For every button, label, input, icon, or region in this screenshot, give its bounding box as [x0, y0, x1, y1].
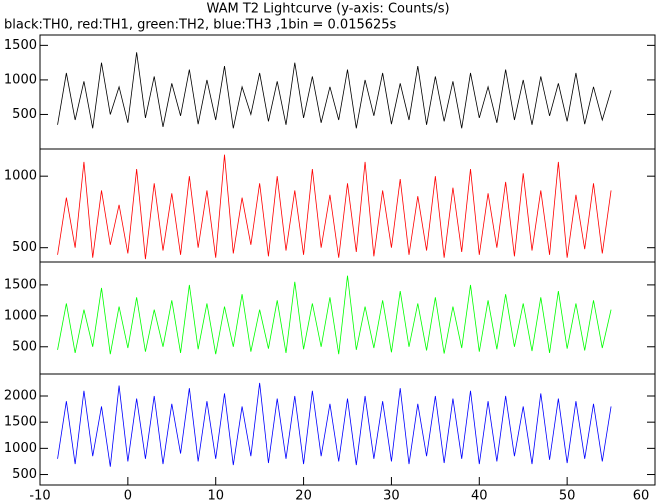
y-tick-label: 1000	[4, 72, 37, 87]
y-tick-label: 500	[12, 240, 37, 255]
light-curve	[57, 275, 612, 355]
y-tick-label: 1000	[4, 441, 37, 456]
light-curve	[57, 52, 612, 129]
x-tick-label: -10	[29, 489, 50, 504]
x-tick-label: 10	[207, 489, 224, 504]
x-tick-label: 40	[471, 489, 488, 504]
chart-title: WAM T2 Lightcurve (y-axis: Counts/s)	[206, 2, 449, 17]
x-tick-label: 30	[383, 489, 400, 504]
chart-subtitle: black:TH0, red:TH1, green:TH2, blue:TH3 …	[4, 18, 397, 33]
x-tick-label: 60	[633, 489, 650, 504]
y-tick-label: 1500	[4, 415, 37, 430]
y-tick-label: 1000	[4, 308, 37, 323]
light-curve	[57, 154, 612, 260]
x-tick-label: 0	[124, 489, 132, 504]
y-tick-label: 2000	[4, 388, 37, 403]
y-tick-label: 1500	[4, 277, 37, 292]
y-tick-label: 500	[12, 339, 37, 354]
y-tick-label: 500	[12, 107, 37, 122]
x-tick-label: 20	[295, 489, 312, 504]
y-tick-label: 1500	[4, 38, 37, 53]
y-tick-label: 1000	[4, 169, 37, 184]
plot-frame	[39, 34, 656, 486]
x-tick-label: 50	[559, 489, 576, 504]
light-curve	[57, 382, 612, 467]
y-tick-label: 500	[12, 467, 37, 482]
